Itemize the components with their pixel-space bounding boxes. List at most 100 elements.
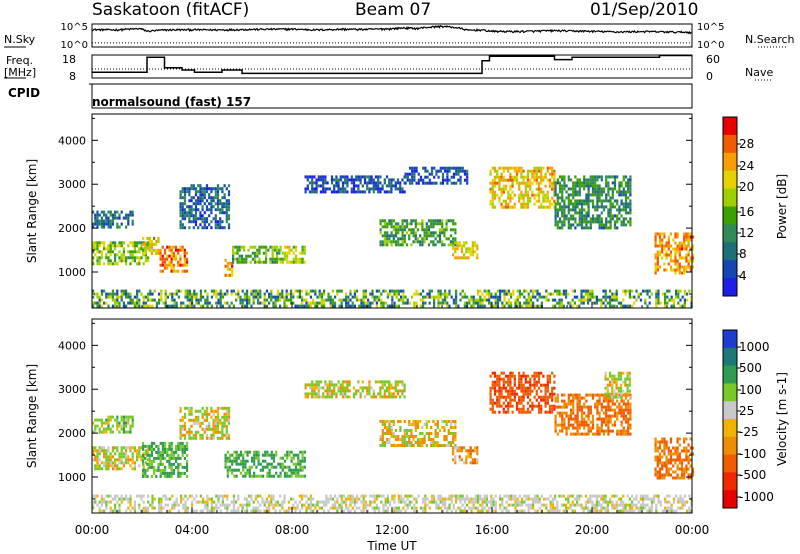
velocity-panel-cell [585, 432, 588, 436]
velocity-panel-cell [661, 476, 664, 480]
power-panel-cell [396, 187, 400, 191]
velocity-panel-cell [529, 383, 532, 387]
velocity-panel-cell [357, 380, 360, 384]
velocity-panel-cell [155, 456, 158, 460]
velocity-panel-cell [125, 461, 128, 465]
power-panel-cell [516, 295, 519, 299]
power-panel-cell [312, 298, 315, 302]
power-panel-cell [598, 205, 601, 209]
velocity-panel-cell [493, 386, 497, 390]
velocity-panel-cell [370, 395, 373, 399]
power-panel-cell [131, 213, 134, 217]
power-panel-cell [665, 268, 668, 272]
power-panel-cell [419, 178, 423, 182]
power-panel-cell [546, 199, 549, 203]
power-panel-cell [598, 196, 601, 200]
power-panel-cell [426, 295, 429, 299]
velocity-panel-cell [667, 446, 670, 450]
velocity-panel-cell [366, 392, 369, 396]
power-panel-cell [401, 228, 404, 232]
power-panel-cell [622, 202, 625, 206]
power-panel-cell [179, 193, 182, 197]
power-panel-cell [389, 304, 392, 308]
velocity-panel-cell [441, 426, 444, 429]
velocity-panel-cell [392, 420, 395, 423]
velocity-panel-cell [569, 411, 573, 415]
station-title: Saskatoon (fitACF) [92, 0, 250, 20]
velocity-panel-cell [578, 408, 581, 412]
power-panel-cell [571, 304, 574, 308]
velocity-panel-cell [687, 449, 690, 453]
power-panel-cell [246, 295, 249, 299]
power-panel-cell [520, 196, 523, 200]
power-panel-cell [347, 304, 350, 308]
power-panel-cell [507, 292, 510, 296]
power-panel-cell [374, 187, 378, 191]
velocity-panel-cell [96, 494, 99, 498]
velocity-panel-cell [264, 465, 267, 469]
velocity-panel-cell [259, 468, 262, 472]
power-panel-cell [524, 202, 527, 206]
power-panel-cell [470, 295, 473, 299]
power-panel-cell [276, 248, 279, 252]
velocity-panel-cell [432, 441, 435, 444]
velocity-panel-cell [330, 392, 334, 396]
power-panel-cell [681, 304, 684, 308]
velocity-panel-cell [665, 443, 668, 447]
power-panel-cell [537, 181, 541, 185]
power-panel-cell [685, 247, 688, 251]
velocity-panel-cell [678, 458, 681, 462]
power-panel-cell [466, 172, 469, 176]
power-panel-cell [383, 240, 387, 244]
power-panel-cell [402, 301, 405, 305]
velocity-panel-cell [363, 395, 367, 399]
power-panel-cell [434, 231, 437, 235]
power-panel-cell [259, 289, 262, 293]
power-panel-cell [181, 217, 184, 221]
power-panel-cell [98, 219, 101, 223]
velocity-panel-cell [308, 392, 312, 396]
power-panel-cell [347, 298, 350, 302]
velocity-panel-cell [414, 423, 417, 426]
power-panel-cell [188, 214, 191, 218]
velocity-panel-cell [129, 500, 132, 504]
power-panel-cell [498, 175, 501, 179]
power-panel-cell [605, 178, 608, 182]
velocity-panel-cell [591, 393, 595, 397]
power-panel-cell [125, 262, 128, 266]
power-panel-cell [199, 304, 202, 308]
power-panel-cell [607, 175, 610, 179]
power-panel-cell [159, 254, 162, 258]
velocity-panel-cell [138, 503, 141, 507]
power-panel-cell [142, 236, 145, 240]
power-panel-cell [396, 181, 400, 185]
velocity-panel-cell [172, 471, 175, 475]
velocity-panel-cell [394, 389, 397, 393]
power-panel-cell [499, 295, 502, 299]
power-panel-cell [149, 292, 152, 296]
velocity-panel-cell [270, 456, 273, 460]
velocity-panel-cells [92, 371, 695, 513]
power-panel-cell [457, 169, 460, 173]
power-panel-cell [283, 295, 286, 299]
velocity-panel-cell [239, 459, 243, 463]
power-panel-cell [125, 225, 128, 229]
power-panel-cell [535, 166, 538, 170]
velocity-panel-cell [613, 402, 617, 406]
velocity-panel-cell [518, 401, 521, 405]
power-panel-cell [461, 166, 464, 170]
velocity-panel-cell [216, 415, 220, 419]
velocity-panel-cell [574, 420, 577, 424]
power-panel-cell [689, 238, 692, 242]
power-panel-cell [379, 243, 382, 247]
power-panel-cell [687, 235, 690, 239]
power-panel-cell [191, 292, 194, 296]
power-panel-cell [529, 289, 532, 293]
power-panel-cell [576, 184, 579, 188]
power-panel-cell [664, 301, 667, 305]
velocity-panel-cell [166, 450, 169, 454]
power-panel-cell [125, 256, 128, 260]
power-panel-cell [520, 193, 523, 197]
velocity-panel-cell [114, 503, 117, 507]
power-panel-cell [131, 222, 134, 226]
